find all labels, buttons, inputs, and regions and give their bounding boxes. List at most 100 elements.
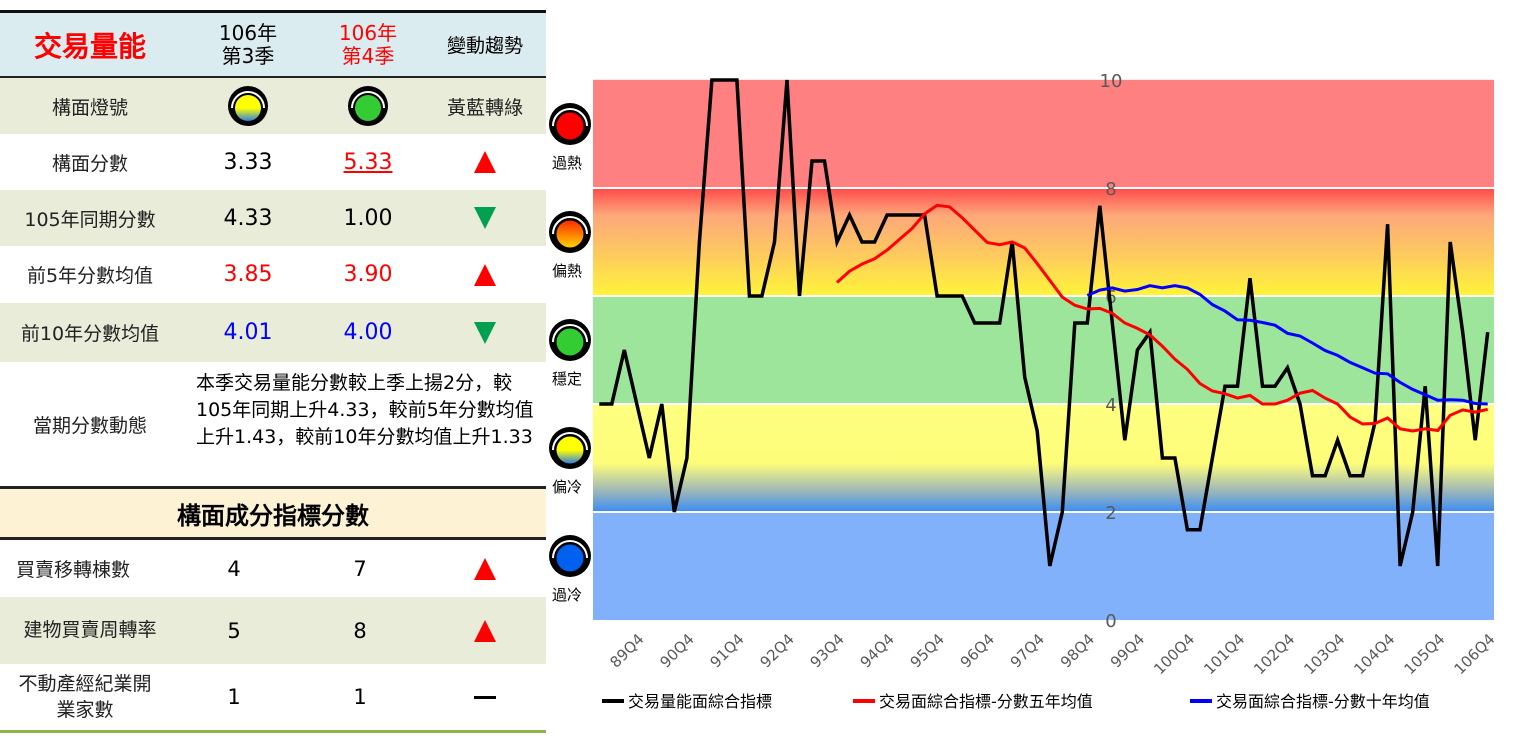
col-header-q3-quarter: 第3季 <box>221 43 275 68</box>
table-row: 前5年分數均值 3.85 3.90 <box>0 246 546 303</box>
dynamics-row: 當期分數動態 本季交易量能分數較上季上揚2分，較105年同期上升4.33，較前5… <box>0 362 546 486</box>
col-header-q4: 106年 第4季 <box>308 13 428 76</box>
y-tick-label: 10 <box>1100 71 1123 92</box>
dynamics-label: 當期分數動態 <box>32 414 147 437</box>
row-label: 買賣移轉棟數 <box>16 559 131 581</box>
col-header-trend: 變動趨勢 <box>446 35 523 57</box>
q4-value: 1 <box>353 685 367 709</box>
q3-value: 3.33 <box>223 149 273 175</box>
red-light-icon <box>549 103 591 145</box>
band-label: 過熱 <box>552 154 582 172</box>
col-header-q3-year: 106年 <box>218 20 278 45</box>
band-label: 偏冷 <box>552 478 582 496</box>
light-lens <box>556 112 584 140</box>
row-label: 不動產經紀業開業家數 <box>18 673 152 721</box>
q3-value: 4 <box>227 556 241 581</box>
q3-value: 4.33 <box>223 205 273 231</box>
series-line-1 <box>599 78 1490 567</box>
q4-value: 4.00 <box>343 320 393 345</box>
q3-value: 4.01 <box>223 320 273 345</box>
q4-value: 7 <box>353 556 367 581</box>
row-label: 建物買賣周轉率 <box>23 619 157 641</box>
q3-value: 1 <box>227 685 241 709</box>
q4-value: 1.00 <box>343 205 393 231</box>
x-tick-label: 104Q4 <box>1350 630 1398 678</box>
yellow-blue-light-icon <box>549 427 591 469</box>
row-label: 前10年分數均值 <box>20 323 160 345</box>
band-blue <box>593 512 1494 620</box>
x-tick-label: 101Q4 <box>1200 630 1248 678</box>
trend-down-icon <box>474 321 496 344</box>
yellow-blue-light-icon <box>188 78 308 134</box>
row-label: 前5年分數均值 <box>26 265 154 287</box>
x-tick-label: 96Q4 <box>957 630 998 671</box>
light-highlight <box>552 324 588 343</box>
q3-value: 5 <box>227 618 241 643</box>
col-header-q4-quarter: 第4季 <box>341 43 395 68</box>
x-tick-label: 93Q4 <box>807 630 848 671</box>
x-tick-label: 103Q4 <box>1300 630 1348 678</box>
x-tick-label: 95Q4 <box>907 630 948 671</box>
green-light-icon <box>549 319 591 361</box>
light-lens <box>556 328 584 356</box>
table-row: 構面分數 3.33 5.33 <box>0 134 546 190</box>
light-highlight <box>552 108 588 127</box>
table-row: 建物買賣周轉率 5 8 <box>0 597 546 664</box>
legend-label: 交易面綜合指標-分數十年均值 <box>1216 692 1430 711</box>
x-tick-label: 98Q4 <box>1057 630 1098 671</box>
light-highlight <box>552 216 588 235</box>
table-row-light: 構面燈號 黃藍轉綠 <box>0 78 546 134</box>
blue-light-icon <box>549 535 591 577</box>
row-label: 構面燈號 <box>51 96 128 119</box>
x-tick-label: 105Q4 <box>1400 630 1448 678</box>
x-tick-label: 94Q4 <box>857 630 898 671</box>
component-header-title: 構面成分指標分數 <box>177 501 369 530</box>
light-lens <box>556 220 584 248</box>
band-red <box>593 80 1494 188</box>
table-row: 105年同期分數 4.33 1.00 <box>0 190 546 246</box>
table-title: 交易量能 <box>33 29 146 63</box>
trend-down-icon <box>474 207 496 229</box>
table-row: 買賣移轉棟數 4 7 <box>0 540 546 597</box>
col-header-q3: 106年 第3季 <box>188 13 308 76</box>
table-header: 交易量能 106年 第3季 106年 第4季 變動趨勢 <box>0 13 546 76</box>
y-tick-label: 4 <box>1105 395 1116 416</box>
trend-flat-icon <box>474 695 496 699</box>
light-highlight <box>552 540 588 559</box>
row-label: 105年同期分數 <box>24 208 156 231</box>
green-light-icon <box>308 78 428 134</box>
col-header-q4-year: 106年 <box>338 20 398 45</box>
orange-light-icon <box>549 211 591 253</box>
trend-up-icon <box>474 151 496 173</box>
x-tick-label: 106Q4 <box>1450 630 1498 678</box>
y-tick-label: 2 <box>1105 503 1116 524</box>
q4-value: 8 <box>353 618 367 643</box>
band-orange <box>593 188 1494 296</box>
table-row: 不動產經紀業開業家數 1 1 <box>0 664 546 730</box>
x-tick-label: 92Q4 <box>756 630 797 671</box>
table-row: 前10年分數均值 4.01 4.00 <box>0 303 546 362</box>
band-green <box>593 296 1494 404</box>
light-lens <box>556 436 584 464</box>
trend-up-icon <box>474 263 496 286</box>
band-label: 偏熱 <box>552 262 582 280</box>
light-highlight <box>552 432 588 451</box>
x-tick-label: 100Q4 <box>1150 630 1198 678</box>
light-change-text: 黃藍轉綠 <box>446 96 523 119</box>
x-tick-label: 90Q4 <box>656 630 697 671</box>
q4-value: 3.90 <box>343 262 393 287</box>
band-label: 穩定 <box>552 370 582 388</box>
x-tick-label: 91Q4 <box>706 630 747 671</box>
x-tick-label: 89Q4 <box>606 630 647 671</box>
component-header: 構面成分指標分數 <box>0 486 546 540</box>
row-label: 構面分數 <box>51 152 128 175</box>
y-tick-label: 8 <box>1105 179 1116 200</box>
light-lens <box>556 544 584 572</box>
legend-label: 交易面綜合指標-分數五年均值 <box>879 692 1093 711</box>
x-tick-label: 102Q4 <box>1250 630 1298 678</box>
x-tick-label: 99Q4 <box>1107 630 1148 671</box>
q4-value: 5.33 <box>343 149 393 175</box>
q3-value: 3.85 <box>223 262 273 287</box>
y-tick-label: 0 <box>1105 611 1116 632</box>
